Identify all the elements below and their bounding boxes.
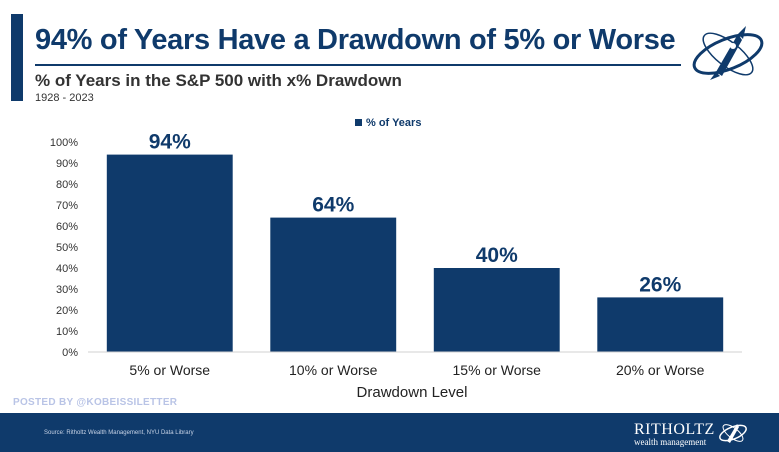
y-tick-label: 20%	[56, 305, 78, 317]
bar-data-label: 94%	[149, 131, 191, 154]
source-note: Source: Ritholtz Wealth Management, NYU …	[44, 430, 194, 436]
y-tick-label: 80%	[56, 179, 78, 191]
y-tick-label: 0%	[62, 347, 78, 359]
bar	[270, 217, 397, 352]
y-tick-label: 90%	[56, 158, 78, 170]
title-accent-bar	[11, 14, 23, 101]
bar	[597, 297, 724, 352]
date-range: 1928 - 2023	[35, 92, 94, 104]
bar	[433, 268, 560, 352]
bar-data-label: 26%	[639, 273, 681, 296]
bar	[106, 154, 233, 352]
y-tick-label: 70%	[56, 200, 78, 212]
title-rule	[35, 64, 681, 66]
x-tick-label: 10% or Worse	[289, 362, 378, 378]
brand-subtitle: wealth management	[634, 437, 707, 447]
y-tick-label: 100%	[50, 137, 78, 149]
x-axis: 5% or Worse 10% or Worse 15% or Worse 20% o…	[88, 351, 742, 378]
x-axis-label: Drawdown Level	[357, 384, 468, 400]
x-tick-label: 15% or Worse	[453, 362, 542, 378]
chart-subtitle: % of Years in the S&P 500 with x% Drawdo…	[35, 71, 402, 90]
legend-swatch	[355, 119, 362, 126]
legend: % of Years	[355, 117, 421, 129]
y-tick-label: 60%	[56, 221, 78, 233]
bar-data-label: 64%	[312, 194, 354, 217]
ritholtz-rocket-orbit-icon	[692, 26, 764, 80]
y-tick-label: 10%	[56, 326, 78, 338]
footer-rocket-orbit-icon	[719, 424, 747, 443]
x-tick-label: 20% or Worse	[616, 362, 705, 378]
watermark: POSTED BY @KOBEISSILETTER	[13, 397, 178, 408]
bars-group: 94% 64% 40% 26%	[106, 131, 724, 352]
bar-chart: 0% 10% 20% 30% 40% 50% 60% 70% 80% 90% 100% 94% 64%…	[50, 117, 742, 400]
y-axis: 0% 10% 20% 30% 40% 50% 60% 70% 80% 90% 100%	[50, 137, 78, 359]
y-tick-label: 50%	[56, 242, 78, 254]
y-tick-label: 40%	[56, 263, 78, 275]
x-tick-label: 5% or Worse	[129, 362, 210, 378]
footer: Source: Ritholtz Wealth Management, NYU …	[0, 413, 779, 452]
y-tick-label: 30%	[56, 284, 78, 296]
legend-label: % of Years	[366, 117, 421, 129]
brand-logo-text: RITHOLTZ wealth management	[634, 421, 715, 448]
brand-name: RITHOLTZ	[634, 421, 715, 438]
page-title: 94% of Years Have a Drawdown of 5% or Wo…	[35, 24, 676, 56]
bar-data-label: 40%	[476, 244, 518, 267]
